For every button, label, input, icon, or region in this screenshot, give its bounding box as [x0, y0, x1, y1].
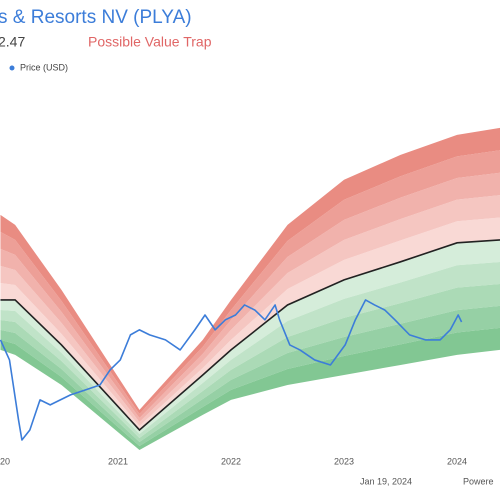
price-line: [0, 299, 463, 441]
x-tick-label: 20: [0, 456, 10, 466]
x-tick-label: 2021: [108, 456, 128, 466]
upper-band-stripe: [0, 172, 500, 422]
chart-title: s & Resorts NV (PLYA): [0, 7, 192, 28]
upper-band-stripe: [0, 150, 500, 418]
lower-band-stripe: [0, 327, 500, 451]
x-tick-label: 2023: [334, 456, 354, 466]
footer-date: Jan 19, 2024: [360, 476, 412, 486]
lower-band-stripe: [0, 283, 500, 443]
lower-band-stripe: [0, 305, 500, 447]
price-label: 2.47: [0, 34, 25, 50]
footer-credit: Powere: [463, 476, 494, 486]
legend-label: Price (USD): [20, 62, 68, 72]
legend-marker: [9, 65, 15, 71]
upper-band-stripe: [0, 195, 500, 426]
upper-band-stripe: [0, 127, 500, 414]
upper-band-stripe: [0, 217, 500, 430]
x-tick-label: 2024: [447, 456, 467, 466]
status-label: Possible Value Trap: [88, 34, 212, 50]
value-line: [0, 239, 500, 432]
x-tick-label: 2022: [221, 456, 241, 466]
lower-band-stripe: [0, 239, 500, 434]
